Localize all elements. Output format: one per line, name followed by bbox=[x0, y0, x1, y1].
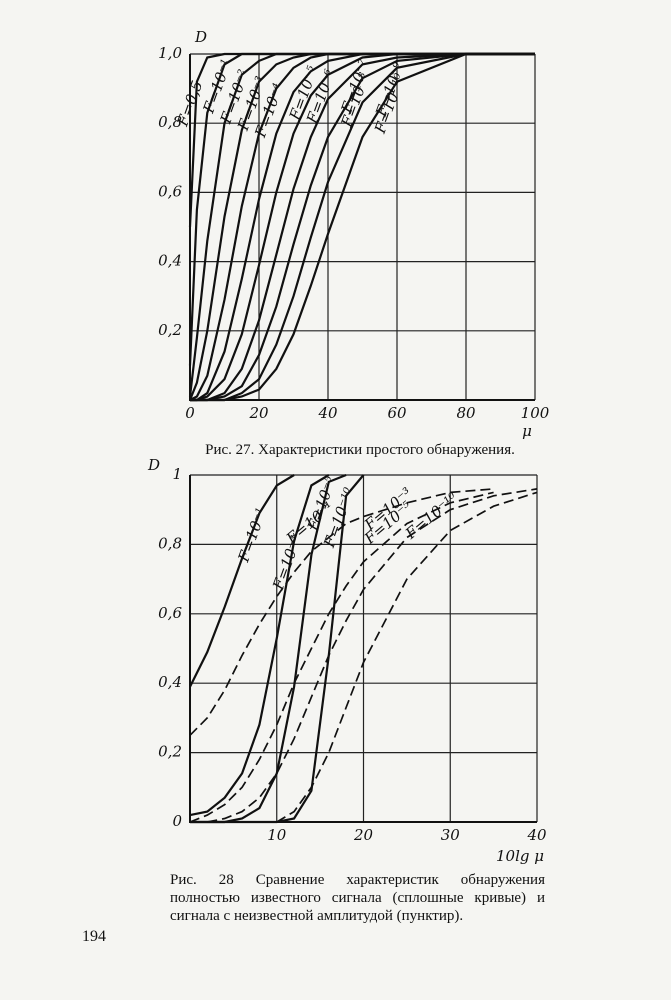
figure-caption: Рис. 28 Сравнение характеристик обнаруже… bbox=[170, 872, 545, 924]
page-number: 194 bbox=[82, 928, 106, 945]
y-tick-label: 0,6 bbox=[158, 604, 182, 622]
curve bbox=[189, 488, 494, 736]
curve bbox=[189, 491, 494, 823]
curve bbox=[189, 474, 295, 688]
x-tick-label: 40 bbox=[317, 404, 338, 422]
x-tick-label: 10 bbox=[267, 826, 287, 844]
y-tick-label: 0,2 bbox=[158, 743, 182, 761]
y-axis-title: D bbox=[194, 28, 207, 46]
y-tick-label: 1 bbox=[172, 465, 182, 483]
y-tick-label: 0,6 bbox=[158, 182, 182, 200]
y-tick-label: 0,4 bbox=[158, 252, 182, 270]
x-tick-label: 20 bbox=[248, 404, 269, 422]
curve bbox=[276, 491, 538, 823]
y-tick-label: 0 bbox=[172, 812, 182, 830]
x-tick-label: 100 bbox=[521, 404, 550, 422]
x-tick-label: 40 bbox=[526, 826, 547, 844]
y-tick-label: 0,8 bbox=[158, 113, 182, 131]
curve bbox=[189, 474, 330, 817]
x-tick-label: 20 bbox=[353, 826, 374, 844]
x-tick-label: 0 bbox=[185, 404, 195, 422]
x-axis-title: 10lg μ bbox=[496, 847, 544, 865]
y-tick-label: 0,8 bbox=[158, 534, 182, 552]
x-axis-title: μ bbox=[522, 422, 532, 440]
curve bbox=[190, 52, 535, 402]
x-tick-label: 30 bbox=[441, 826, 461, 844]
x-tick-label: 80 bbox=[456, 404, 476, 422]
figure-caption: Рис. 27. Характеристики простого обнаруж… bbox=[205, 442, 515, 458]
y-axis-title: D bbox=[147, 456, 160, 474]
x-tick-label: 60 bbox=[387, 404, 407, 422]
curve-label: F=10⁻¹ bbox=[234, 505, 270, 565]
curve bbox=[190, 52, 535, 402]
y-tick-label: 0,4 bbox=[158, 673, 182, 691]
y-tick-label: 0,2 bbox=[158, 321, 182, 339]
y-tick-label: 1,0 bbox=[158, 44, 182, 62]
